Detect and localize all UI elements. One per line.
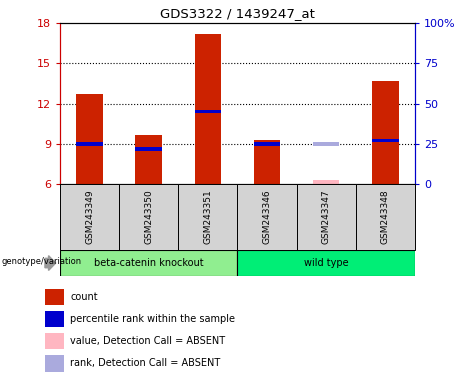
Bar — [76, 94, 103, 184]
Bar — [313, 142, 339, 146]
Bar — [372, 81, 399, 184]
Text: GSM243348: GSM243348 — [381, 190, 390, 244]
Bar — [60, 184, 119, 250]
Bar — [195, 110, 221, 113]
Bar — [45, 355, 64, 372]
Bar — [45, 311, 64, 327]
Bar — [356, 184, 415, 250]
Text: GSM243346: GSM243346 — [262, 190, 272, 244]
Text: value, Detection Call = ABSENT: value, Detection Call = ABSENT — [70, 336, 225, 346]
Bar — [195, 34, 221, 184]
Text: beta-catenin knockout: beta-catenin knockout — [94, 258, 203, 268]
Bar — [45, 333, 64, 349]
Text: wild type: wild type — [304, 258, 349, 268]
Bar — [372, 139, 399, 142]
Bar — [136, 147, 162, 151]
Bar — [178, 184, 237, 250]
Text: GSM243350: GSM243350 — [144, 190, 153, 244]
Bar — [45, 289, 64, 305]
Text: GSM243349: GSM243349 — [85, 190, 94, 244]
Bar — [237, 250, 415, 276]
Bar — [136, 135, 162, 184]
Text: count: count — [70, 292, 98, 302]
Bar — [296, 184, 356, 250]
FancyArrow shape — [45, 256, 56, 270]
Text: GSM243347: GSM243347 — [322, 190, 331, 244]
Text: genotype/variation: genotype/variation — [2, 257, 82, 266]
Bar — [237, 184, 296, 250]
Title: GDS3322 / 1439247_at: GDS3322 / 1439247_at — [160, 7, 315, 20]
Text: percentile rank within the sample: percentile rank within the sample — [70, 314, 235, 324]
Bar — [119, 184, 178, 250]
Bar — [60, 250, 237, 276]
Bar — [254, 140, 280, 184]
Text: rank, Detection Call = ABSENT: rank, Detection Call = ABSENT — [70, 358, 220, 368]
Bar — [76, 142, 103, 146]
Bar — [313, 180, 339, 184]
Text: GSM243351: GSM243351 — [203, 190, 213, 244]
Bar — [254, 142, 280, 146]
